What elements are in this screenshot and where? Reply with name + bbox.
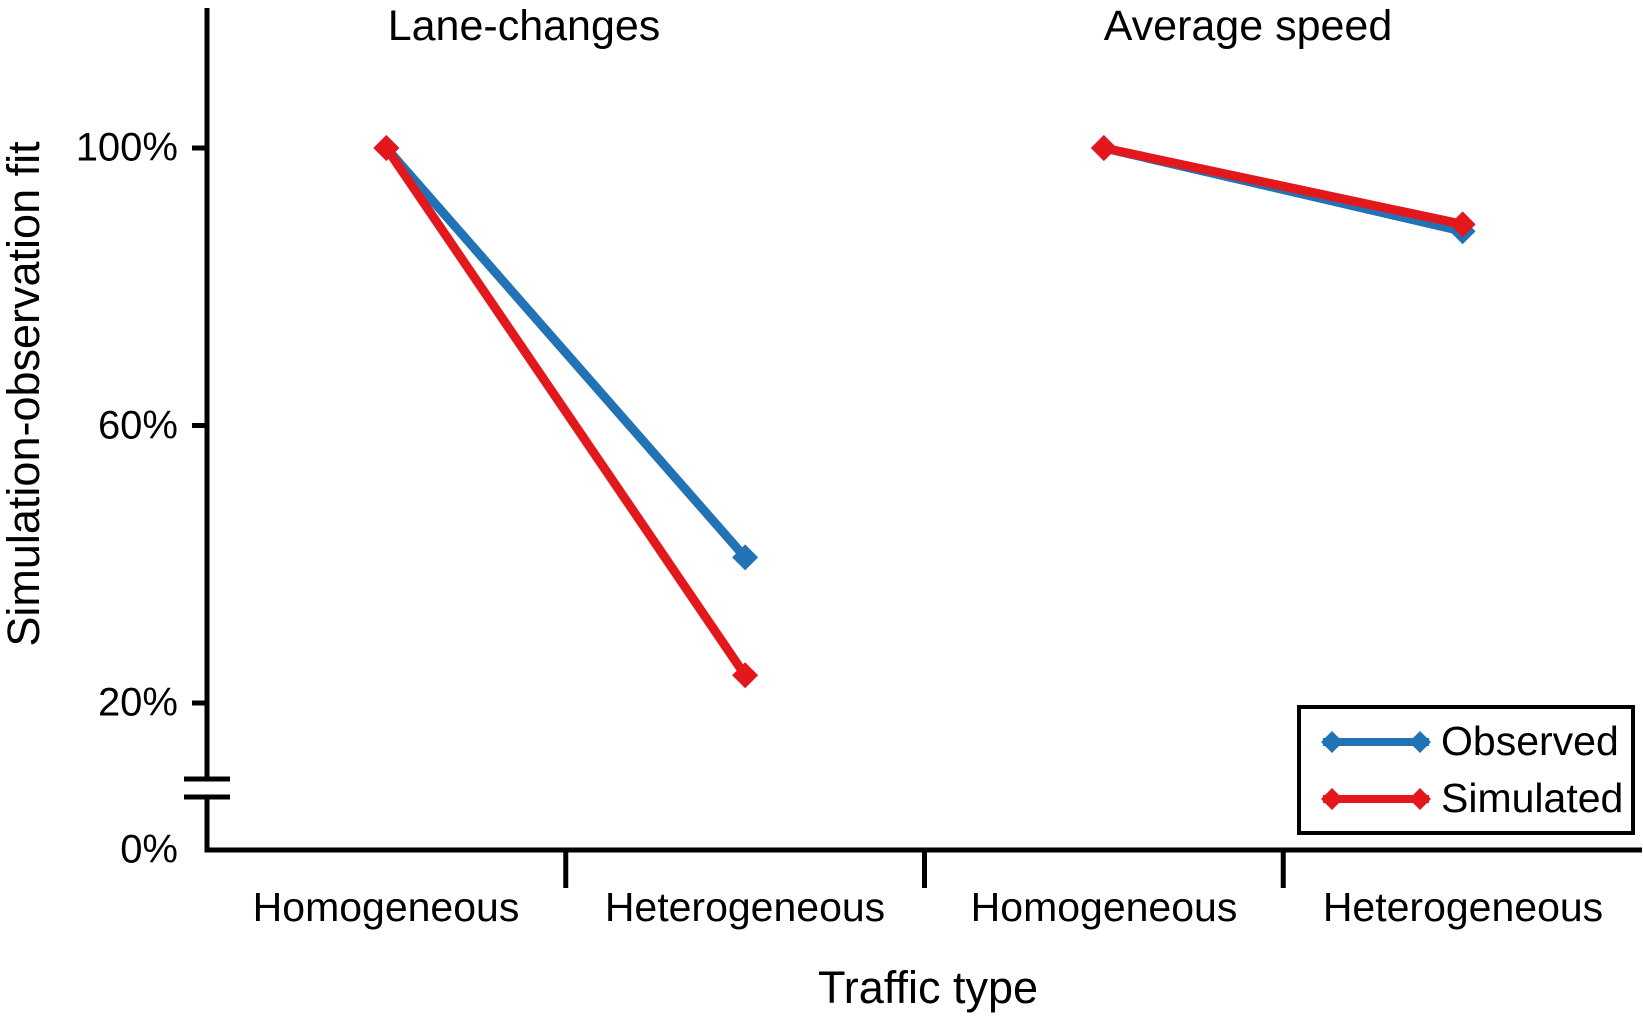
marker-simulated-homogeneous-icon xyxy=(1090,135,1117,161)
x-tick-label-heterogeneous-2: Heterogeneous xyxy=(1322,884,1604,930)
marker-simulated-heterogeneous-icon xyxy=(732,662,759,689)
y-axis-title: Simulation-observation fit xyxy=(0,141,49,647)
y-tick-label-100: 100% xyxy=(75,125,178,170)
series-line-observed-panel-1 xyxy=(381,143,750,562)
legend-label-observed: Observed xyxy=(1441,718,1619,764)
legend-box: Observed Simulated xyxy=(1297,705,1635,835)
series-line-simulated-panel-2 xyxy=(1099,143,1468,229)
y-tick-label-20: 20% xyxy=(97,680,178,725)
panel-title-lane-changes: Lane-changes xyxy=(387,2,661,50)
legend-entry-simulated: Simulated xyxy=(1317,775,1631,822)
marker-simulated-homogeneous-icon xyxy=(373,135,400,161)
y-tick-label-0: 0% xyxy=(120,827,178,872)
legend-swatch-observed-icon xyxy=(1321,730,1431,753)
marker-simulated-heterogeneous-icon xyxy=(1449,211,1476,238)
panel-title-average-speed: Average speed xyxy=(1103,2,1393,50)
marker-observed-heterogeneous-icon xyxy=(732,544,759,571)
x-tick-label-homogeneous-1: Homogeneous xyxy=(252,884,520,930)
x-tick-label-heterogeneous-1: Heterogeneous xyxy=(604,884,886,930)
legend-entry-observed: Observed xyxy=(1317,718,1631,765)
y-tick-label-60: 60% xyxy=(97,403,178,447)
x-tick-label-homogeneous-2: Homogeneous xyxy=(970,884,1238,930)
x-axis-title: Traffic type xyxy=(817,962,1039,1013)
series-line-simulated-panel-1 xyxy=(381,143,750,680)
legend-label-simulated: Simulated xyxy=(1441,775,1624,821)
legend-swatch-simulated-icon xyxy=(1321,787,1431,810)
